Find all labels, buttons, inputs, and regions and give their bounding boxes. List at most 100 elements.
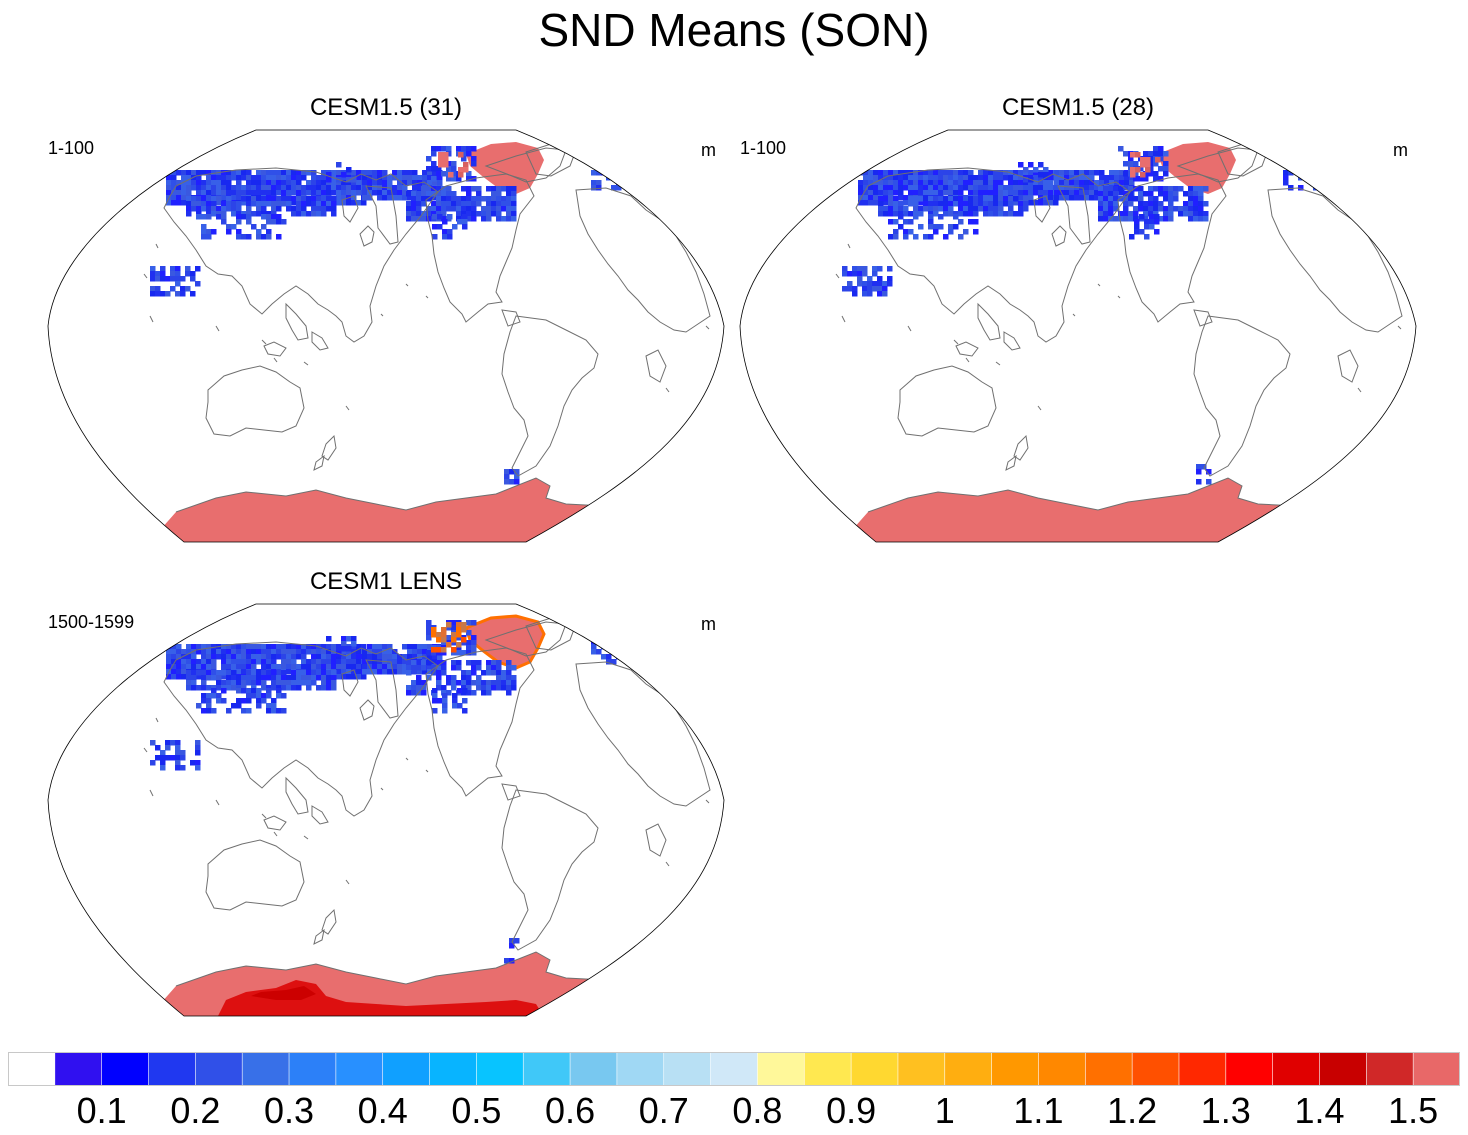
coastline	[359, 699, 375, 721]
panel-years-label: 1500-1599	[48, 612, 135, 632]
coastline	[1057, 185, 1091, 245]
coastline	[1375, 205, 1389, 223]
panel-title: CESM1.5 (31)	[309, 94, 463, 121]
colorbar-tick-label: 0.1	[76, 1090, 127, 1131]
colorbar-tick-label: 1.5	[1388, 1090, 1439, 1131]
colorbar-box	[1178, 1052, 1227, 1086]
coastline	[501, 315, 599, 477]
colorbar-labels: 0.1 0.2 0.3 0.4 0.5 0.6 0.7 0.8 0.9 1 1.1 1.2 1.3 1.4…	[0, 1090, 1468, 1134]
world-map	[47, 603, 725, 1017]
coastline	[311, 331, 329, 351]
colorbar-box	[1366, 1052, 1414, 1086]
figure-title: SND Means (SON)	[538, 4, 930, 56]
colorbar-box	[1319, 1052, 1368, 1086]
coastline	[1193, 315, 1291, 477]
coastline	[365, 659, 399, 719]
map-panel-cesm1-lens: CESM1 LENS 1500-1599 m	[46, 568, 726, 1017]
coastline	[313, 928, 325, 945]
colorbar-tick-label: 0.3	[264, 1090, 315, 1131]
colorbar-box	[522, 1052, 571, 1086]
colorbar-tick-label: 0.6	[545, 1090, 596, 1131]
coastline	[1013, 434, 1029, 461]
coastline	[1176, 147, 1259, 183]
coastline	[484, 621, 567, 657]
coastline	[977, 302, 1001, 341]
colorbar-tick-label: 1.2	[1107, 1090, 1158, 1131]
coastline	[683, 205, 697, 223]
panel-years-label: 1-100	[740, 138, 787, 158]
world-map	[739, 129, 1417, 543]
coastline	[897, 365, 997, 437]
colorbar-box	[569, 1052, 618, 1086]
colorbar-box	[944, 1052, 993, 1086]
map-panel-cesm1-5-28: CESM1.5 (28) 1-100 m	[738, 94, 1418, 543]
coastline	[501, 789, 599, 951]
colorbar-box	[101, 1052, 150, 1086]
map-panel-cesm1-5-31: CESM1.5 (31) 1-100 m	[46, 94, 726, 543]
colorbar-box	[335, 1052, 384, 1086]
coastline	[1321, 151, 1349, 183]
coastline	[855, 167, 1131, 343]
coastline	[501, 309, 521, 327]
colorbar-box	[148, 1052, 197, 1086]
coastline	[645, 823, 667, 857]
coastline	[321, 908, 337, 935]
panel-years-label: 1-100	[48, 138, 95, 158]
coastline	[263, 341, 287, 357]
coastline	[1033, 195, 1051, 223]
colorbar-box	[757, 1052, 806, 1086]
colorbar-box	[8, 1052, 56, 1086]
colorbar-box	[476, 1052, 525, 1086]
coastline	[1051, 225, 1067, 247]
colorbar-box	[1038, 1052, 1087, 1086]
coastline	[1337, 349, 1359, 383]
colorbar-box	[1131, 1052, 1180, 1086]
coastline	[263, 815, 287, 831]
panel-units-label: m	[701, 614, 716, 634]
coastline	[1117, 173, 1227, 323]
coastline	[484, 147, 567, 183]
colorbar-box	[288, 1052, 337, 1086]
coastline	[359, 225, 375, 247]
colorbar-box	[663, 1052, 712, 1086]
colorbar-box	[991, 1052, 1040, 1086]
colorbar-box	[616, 1052, 665, 1086]
colorbar-box	[1225, 1052, 1274, 1086]
colorbar-box	[710, 1052, 759, 1086]
colorbar-tick-label: 0.4	[357, 1090, 408, 1131]
coastline	[285, 776, 309, 815]
colorbar	[8, 1052, 1460, 1086]
coastline	[425, 173, 535, 323]
world-map	[47, 129, 725, 543]
coastline	[645, 349, 667, 383]
coastline	[341, 195, 359, 223]
colorbar-tick-label: 0.8	[732, 1090, 783, 1131]
coastline	[365, 185, 399, 245]
panel-units-label: m	[1393, 140, 1408, 160]
coastline	[311, 805, 329, 825]
map-border	[47, 603, 725, 1017]
colorbar-tick-label: 1	[934, 1090, 955, 1131]
colorbar-box	[850, 1052, 899, 1086]
coastline	[629, 625, 657, 657]
colorbar-box	[429, 1052, 478, 1086]
colorbar-box	[195, 1052, 243, 1086]
colorbar-box	[54, 1052, 103, 1086]
coastline	[955, 341, 979, 357]
panel-units-label: m	[701, 140, 716, 160]
map-border	[739, 129, 1417, 543]
coastline	[683, 679, 697, 697]
colorbar-tick-label: 1.4	[1294, 1090, 1345, 1131]
coastline	[629, 151, 657, 183]
coastline	[341, 669, 359, 697]
panel-title: CESM1.5 (28)	[1001, 94, 1155, 121]
colorbar-box	[382, 1052, 431, 1086]
coastline	[163, 167, 439, 343]
coastline	[313, 454, 325, 471]
colorbar-tick-label: 0.7	[638, 1090, 689, 1131]
coastline	[163, 641, 439, 817]
colorbar-box	[803, 1052, 852, 1086]
coastline	[285, 302, 309, 341]
coastline	[205, 839, 305, 911]
coastline	[321, 434, 337, 461]
